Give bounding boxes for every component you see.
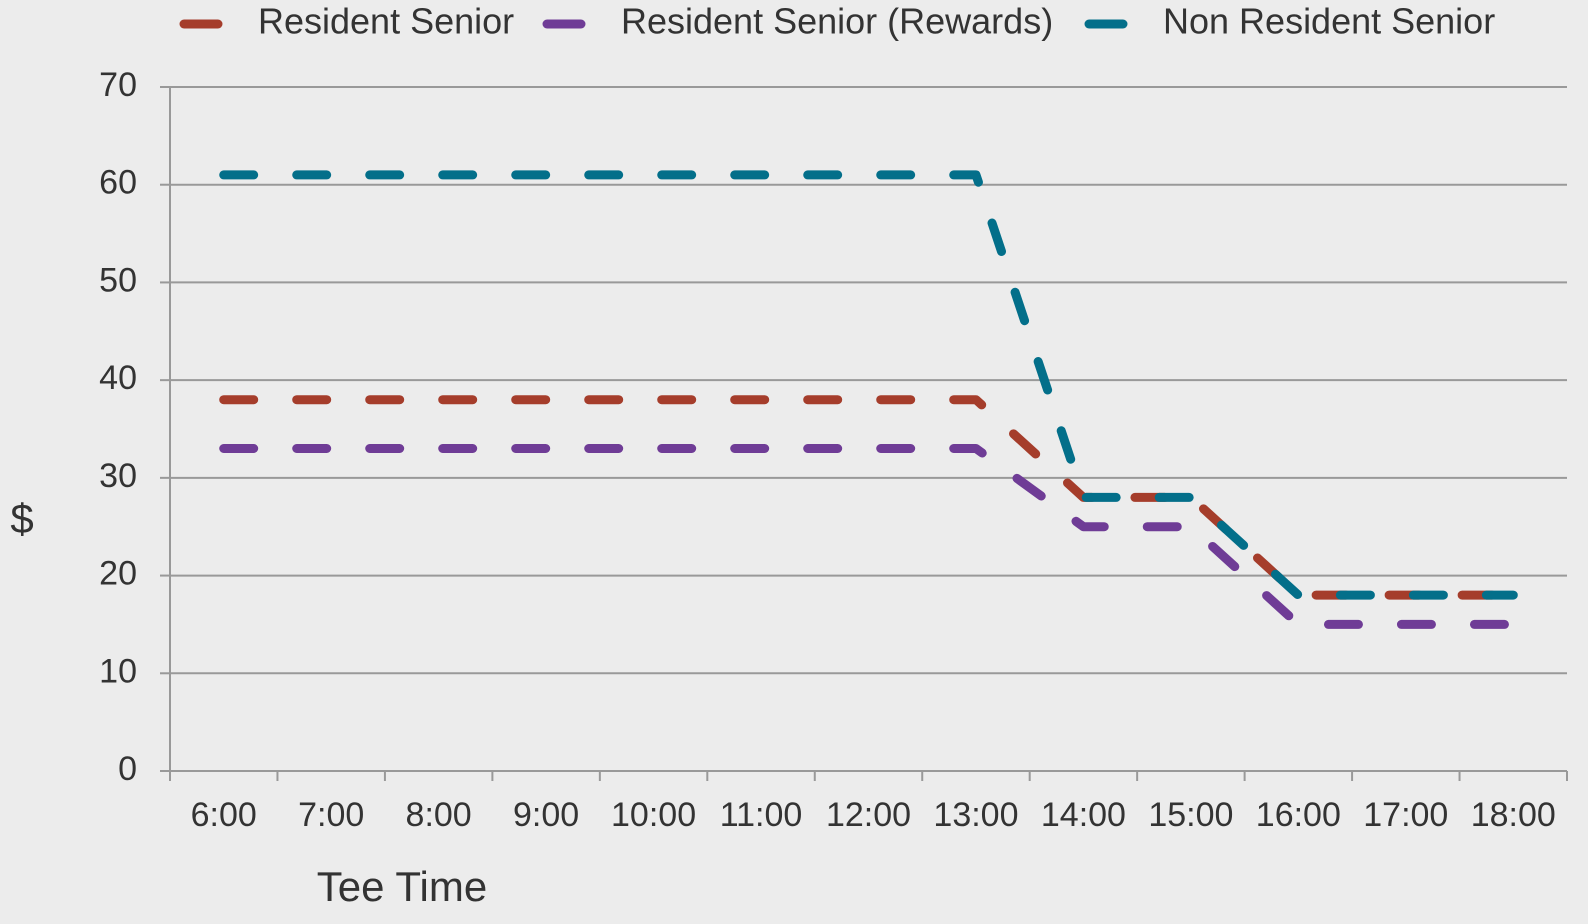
x-tick-label: 6:00 — [191, 796, 257, 834]
x-tick-label: 14:00 — [1041, 796, 1126, 834]
series-line — [219, 395, 1518, 600]
x-tick-label: 10:00 — [611, 796, 696, 834]
y-axis-title: $ — [10, 495, 33, 542]
legend-label: Resident Senior — [258, 1, 514, 42]
x-tick-label: 16:00 — [1256, 796, 1341, 834]
series-line — [219, 444, 1518, 629]
x-tick-label: 11:00 — [720, 796, 803, 834]
x-tick-label: 17:00 — [1363, 796, 1448, 834]
y-tick-label: 40 — [99, 359, 137, 397]
x-tick-label: 9:00 — [513, 796, 579, 834]
y-tick-label: 60 — [99, 164, 137, 202]
y-tick-label: 50 — [99, 261, 137, 299]
legend-label: Resident Senior (Rewards) — [621, 1, 1053, 42]
x-tick-label: 15:00 — [1148, 796, 1233, 834]
x-axis-title: Tee Time — [317, 863, 487, 910]
y-tick-label: 10 — [99, 652, 137, 690]
series-line — [219, 170, 1518, 600]
y-tick-label: 30 — [99, 457, 137, 495]
x-tick-label: 18:00 — [1471, 796, 1556, 834]
y-tick-label: 70 — [99, 66, 137, 104]
x-tick-label: 7:00 — [298, 796, 364, 834]
legend-label: Non Resident Senior — [1163, 1, 1495, 42]
y-tick-label: 20 — [99, 555, 137, 593]
x-tick-label: 8:00 — [406, 796, 472, 834]
x-tick-label: 12:00 — [826, 796, 911, 834]
x-tick-label: 13:00 — [933, 796, 1018, 834]
y-tick-label: 0 — [118, 750, 137, 788]
